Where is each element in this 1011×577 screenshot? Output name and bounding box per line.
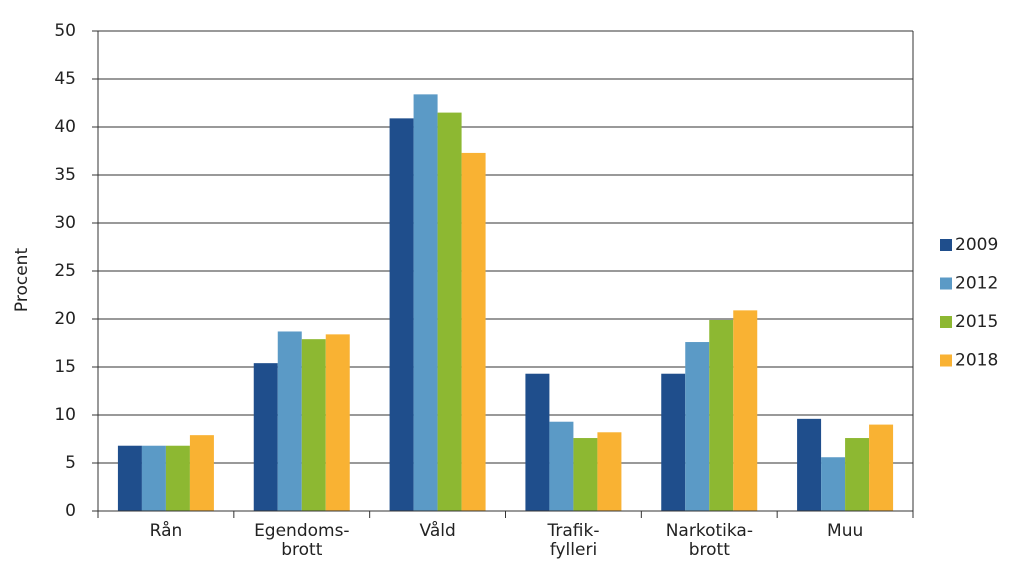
bar (661, 373, 686, 511)
x-tick-label: Trafik- fylleri (547, 521, 600, 560)
legend-swatch (940, 277, 952, 290)
y-tick-label: 45 (54, 69, 76, 89)
bar (797, 418, 822, 511)
legend-label: 2018 (955, 351, 998, 371)
bar (821, 457, 846, 511)
x-tick-label: Rån (149, 521, 183, 541)
bar (301, 339, 326, 511)
bar (573, 438, 598, 511)
legend-label: 2009 (955, 235, 998, 255)
x-tick-label: Våld (419, 521, 456, 541)
bar (525, 373, 550, 511)
y-tick-label: 30 (54, 213, 76, 233)
bar (165, 445, 190, 511)
legend-swatch (940, 354, 952, 367)
y-tick-label: 50 (54, 21, 76, 41)
bar (461, 152, 486, 512)
bar (549, 421, 574, 511)
legend-swatch (940, 239, 952, 251)
bar (325, 334, 350, 511)
legend-label: 2012 (955, 274, 998, 294)
bar (685, 342, 710, 511)
bar (597, 432, 622, 511)
x-tick-label: Narkotika- brott (665, 521, 753, 560)
y-tick-label: 25 (54, 261, 76, 281)
bar (277, 331, 302, 511)
bar (389, 118, 414, 512)
x-tick-label: Muu (827, 521, 864, 541)
bar (117, 445, 142, 511)
y-tick-label: 40 (54, 117, 76, 137)
y-tick-label: 20 (54, 309, 76, 329)
bar (189, 435, 214, 511)
bar (141, 445, 166, 511)
y-tick-label: 10 (54, 405, 76, 425)
bar (709, 319, 734, 511)
y-tick-label: 5 (65, 453, 76, 473)
y-tick-label: 15 (54, 357, 76, 377)
bar (733, 310, 758, 511)
legend-swatch (940, 316, 952, 328)
bar (869, 424, 894, 511)
bar (253, 363, 278, 511)
y-axis-label: Procent (12, 248, 32, 313)
bar (437, 112, 462, 511)
y-tick-label: 35 (54, 165, 76, 185)
bar (845, 438, 870, 511)
y-tick-label: 0 (65, 501, 76, 521)
legend-label: 2015 (955, 312, 998, 332)
x-tick-label: Egendoms- brott (254, 521, 350, 560)
bar (413, 94, 438, 512)
